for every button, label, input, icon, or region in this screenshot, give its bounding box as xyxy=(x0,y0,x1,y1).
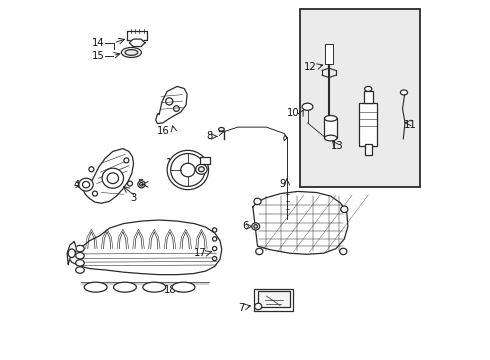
Ellipse shape xyxy=(213,228,217,232)
Ellipse shape xyxy=(82,181,90,188)
Text: 10: 10 xyxy=(287,108,300,118)
Ellipse shape xyxy=(252,223,260,230)
Text: 11: 11 xyxy=(404,120,416,130)
Bar xyxy=(365,144,372,155)
Ellipse shape xyxy=(213,247,217,251)
Text: 17: 17 xyxy=(194,248,207,258)
Ellipse shape xyxy=(324,116,337,121)
Ellipse shape xyxy=(172,282,195,292)
Ellipse shape xyxy=(171,154,205,186)
Bar xyxy=(364,91,372,103)
Ellipse shape xyxy=(340,248,347,255)
Bar xyxy=(258,292,290,307)
Ellipse shape xyxy=(122,48,142,58)
Polygon shape xyxy=(127,31,147,40)
Text: 9: 9 xyxy=(280,179,286,189)
Ellipse shape xyxy=(79,178,93,191)
Text: 1: 1 xyxy=(166,158,172,168)
Bar xyxy=(324,118,337,138)
Text: 4: 4 xyxy=(74,180,80,190)
Bar xyxy=(254,289,293,311)
Bar xyxy=(359,103,377,146)
Ellipse shape xyxy=(302,103,313,111)
Ellipse shape xyxy=(365,86,372,91)
Ellipse shape xyxy=(256,248,263,255)
Ellipse shape xyxy=(138,181,145,188)
Ellipse shape xyxy=(341,206,348,212)
Ellipse shape xyxy=(254,225,258,228)
Ellipse shape xyxy=(255,303,262,310)
Ellipse shape xyxy=(124,158,129,163)
Text: 13: 13 xyxy=(330,141,343,151)
Text: 15: 15 xyxy=(92,51,105,61)
Ellipse shape xyxy=(93,191,98,196)
Text: 6: 6 xyxy=(242,221,248,231)
Ellipse shape xyxy=(68,249,75,257)
Ellipse shape xyxy=(213,237,217,241)
Ellipse shape xyxy=(173,106,179,111)
Text: 18: 18 xyxy=(164,285,176,295)
Ellipse shape xyxy=(84,282,107,292)
Polygon shape xyxy=(253,192,348,254)
Ellipse shape xyxy=(89,167,94,172)
Ellipse shape xyxy=(127,181,132,186)
Ellipse shape xyxy=(166,98,173,105)
Ellipse shape xyxy=(219,127,224,131)
Bar xyxy=(325,44,333,64)
Ellipse shape xyxy=(107,173,119,184)
Ellipse shape xyxy=(181,163,195,177)
Text: 14: 14 xyxy=(92,38,105,48)
Ellipse shape xyxy=(167,150,209,190)
Ellipse shape xyxy=(114,282,136,292)
Text: 5: 5 xyxy=(137,179,143,189)
Ellipse shape xyxy=(213,256,217,261)
Text: 12: 12 xyxy=(304,63,317,72)
Ellipse shape xyxy=(75,246,84,252)
Polygon shape xyxy=(67,242,76,264)
Ellipse shape xyxy=(198,167,204,172)
Polygon shape xyxy=(129,39,145,46)
Text: 8: 8 xyxy=(206,131,212,141)
Ellipse shape xyxy=(143,282,166,292)
Text: 16: 16 xyxy=(156,126,169,136)
Bar xyxy=(300,9,420,187)
Ellipse shape xyxy=(75,252,84,259)
Ellipse shape xyxy=(196,164,207,174)
Ellipse shape xyxy=(75,267,84,273)
Text: 7: 7 xyxy=(238,303,245,313)
Text: 2: 2 xyxy=(192,164,198,174)
Polygon shape xyxy=(83,149,134,203)
Ellipse shape xyxy=(254,198,261,204)
Polygon shape xyxy=(69,220,222,275)
Bar xyxy=(200,157,210,164)
Ellipse shape xyxy=(75,260,84,266)
Ellipse shape xyxy=(400,90,408,95)
Ellipse shape xyxy=(140,183,143,186)
Ellipse shape xyxy=(125,50,138,55)
Ellipse shape xyxy=(102,168,123,188)
Ellipse shape xyxy=(324,135,337,141)
Polygon shape xyxy=(156,86,187,123)
Text: 3: 3 xyxy=(130,193,136,203)
